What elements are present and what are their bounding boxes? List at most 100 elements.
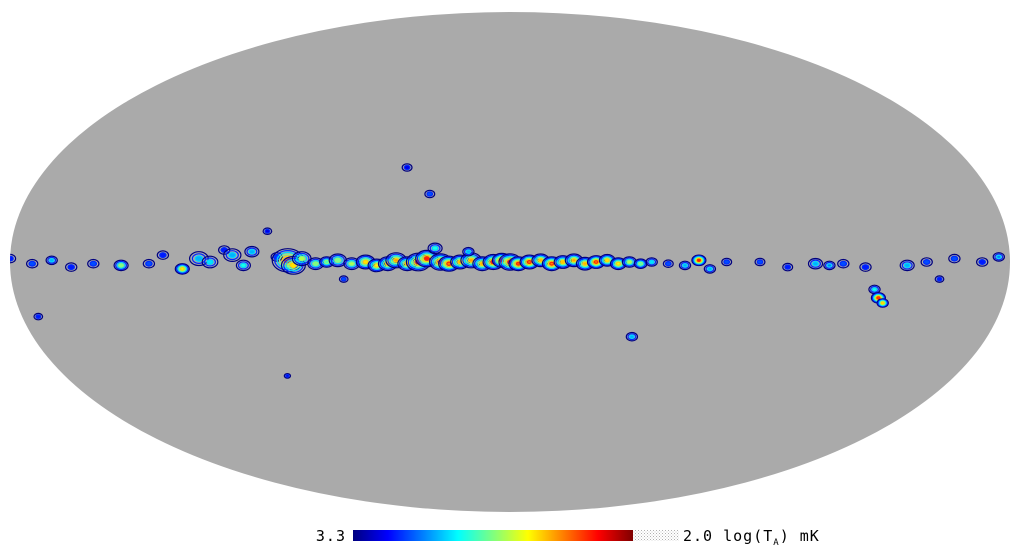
- emission-source: [201, 255, 219, 269]
- contour-ring: [235, 259, 251, 272]
- contour-ring: [754, 257, 766, 267]
- contour-ring: [264, 228, 271, 234]
- contour-ring: [707, 266, 713, 272]
- contour-ring: [703, 264, 717, 274]
- contour-ring: [869, 285, 879, 293]
- colorbar-gradient: [353, 530, 633, 541]
- contour-ring: [89, 260, 98, 267]
- contour-ring: [615, 261, 621, 266]
- colorbar: [353, 530, 679, 541]
- contour-ring: [571, 258, 577, 263]
- emission-source: [174, 263, 190, 275]
- contour-ring: [113, 259, 129, 272]
- contour-ring: [556, 257, 569, 267]
- contour-ring: [861, 264, 870, 271]
- contour-ring: [645, 257, 658, 267]
- contour-ring: [439, 256, 459, 271]
- colorbar-max-value: 2.0: [683, 527, 714, 545]
- colorbar-quantity-subscript: A: [773, 538, 780, 548]
- contour-ring: [871, 287, 878, 292]
- emission-source: [113, 259, 129, 272]
- contour-ring: [431, 245, 439, 251]
- contour-ring: [696, 258, 702, 262]
- contour-ring: [462, 246, 475, 257]
- contour-ring: [876, 298, 889, 308]
- emission-source: [338, 275, 349, 283]
- contour-ring: [879, 300, 886, 306]
- contour-ring: [723, 259, 731, 265]
- emission-source: [235, 259, 251, 272]
- contour-ring: [348, 261, 355, 267]
- contour-ring: [549, 261, 555, 266]
- emission-source: [662, 259, 674, 269]
- emission-source: [721, 257, 733, 267]
- contour-ring: [427, 242, 443, 255]
- contour-ring: [824, 261, 834, 269]
- contour-ring: [627, 333, 637, 341]
- contour-ring: [582, 261, 588, 266]
- emission-source: [343, 257, 361, 271]
- emission-source: [837, 258, 850, 269]
- contour-ring: [343, 257, 361, 271]
- emission-source: [645, 257, 658, 267]
- contour-ring: [555, 256, 571, 268]
- contour-ring: [298, 255, 306, 262]
- contour-ring: [334, 257, 341, 263]
- emission-source: [424, 189, 436, 199]
- contour-ring: [47, 256, 57, 264]
- emission-source: [992, 252, 1006, 262]
- emission-source: [87, 258, 100, 269]
- contour-ring: [228, 252, 237, 259]
- contour-ring: [638, 261, 644, 266]
- contour-ring: [293, 252, 310, 265]
- emission-source: [262, 227, 273, 236]
- contour-ring: [204, 257, 217, 267]
- contour-ring: [695, 257, 703, 263]
- contour-ring: [87, 258, 100, 269]
- contour-ring: [244, 245, 260, 258]
- contour-ring: [721, 257, 733, 267]
- emission-source: [633, 258, 648, 269]
- contour-ring: [859, 262, 872, 272]
- contour-ring: [976, 257, 989, 267]
- contour-ring: [692, 255, 706, 266]
- emission-source: [223, 248, 242, 263]
- colorbar-quantity-suffix: ) mK: [779, 527, 820, 545]
- contour-ring: [934, 275, 945, 283]
- emission-source: [462, 246, 475, 257]
- contour-ring: [289, 262, 297, 269]
- contour-ring: [807, 257, 824, 270]
- contour-ring: [389, 254, 404, 266]
- emission-source: [934, 275, 945, 283]
- emission-source: [156, 250, 170, 260]
- emission-source: [691, 254, 707, 267]
- contour-ring: [647, 258, 657, 266]
- contour-ring: [246, 247, 258, 256]
- emission-source: [26, 258, 39, 269]
- emission-source: [859, 262, 872, 272]
- contour-ring: [48, 258, 55, 263]
- emission-source: [807, 257, 824, 270]
- contour-ring: [35, 314, 42, 320]
- colorbar-saturation-band: [633, 530, 679, 541]
- contour-ring: [648, 259, 655, 265]
- contour-ring: [936, 276, 943, 282]
- contour-ring: [994, 253, 1004, 261]
- contour-ring: [262, 227, 273, 236]
- emission-source: [355, 254, 376, 270]
- contour-ring: [705, 265, 715, 273]
- emission-source: [33, 312, 44, 321]
- contour-ring: [180, 267, 185, 271]
- contour-ring: [604, 258, 610, 263]
- contour-ring: [423, 256, 430, 261]
- contour-ring: [693, 256, 705, 265]
- contour-ring: [756, 259, 764, 265]
- emission-source: [401, 163, 413, 172]
- contour-ring: [635, 259, 646, 268]
- contour-ring: [664, 261, 672, 267]
- contour-ring: [67, 264, 76, 271]
- contour-ring: [156, 250, 170, 260]
- contour-ring: [694, 256, 704, 264]
- contour-ring: [950, 255, 959, 262]
- emission-source: [754, 257, 766, 267]
